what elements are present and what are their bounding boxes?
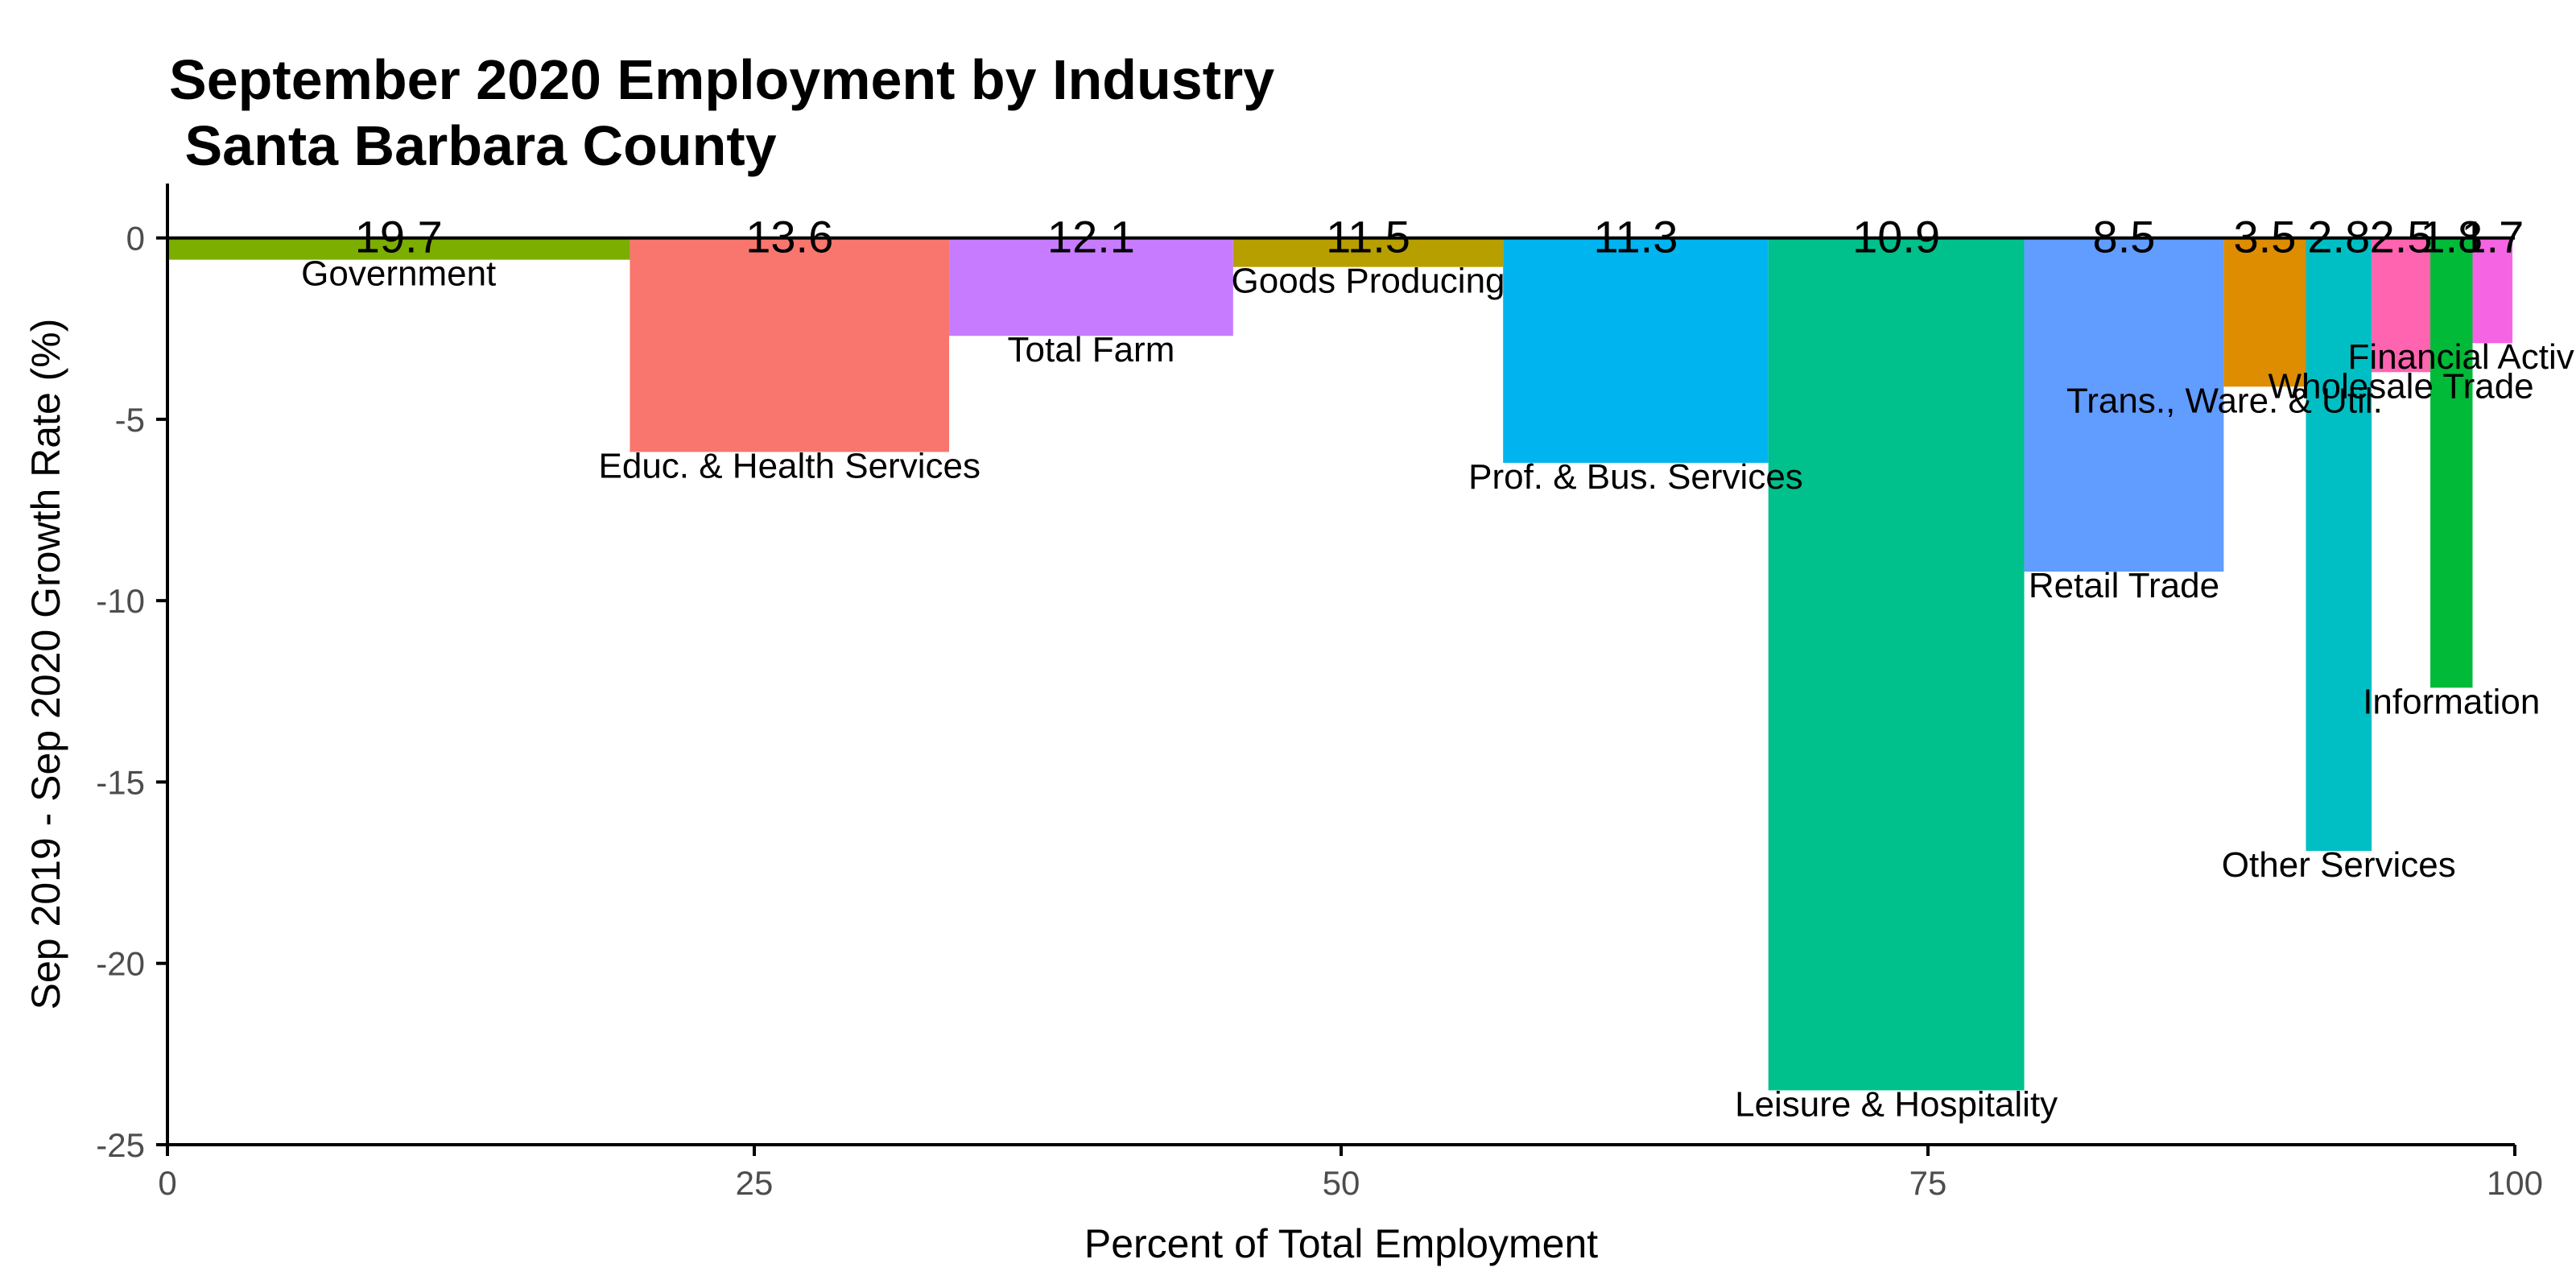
category-label-leisure-hospitality: Leisure & Hospitality (1735, 1084, 2058, 1124)
bar-financial-activities (2472, 237, 2513, 344)
bar-leisure-hospitality (1768, 237, 2025, 1091)
chart-title: September 2020 Employment by Industry Sa… (169, 47, 1274, 179)
y-tick-label: -15 (96, 763, 145, 801)
category-label-total-farm: Total Farm (1008, 330, 1175, 369)
category-label-prof-bus-services: Prof. & Bus. Services (1468, 457, 1803, 497)
y-tick-label: -5 (115, 401, 145, 439)
x-axis-title: Percent of Total Employment (1084, 1221, 1598, 1266)
y-tick-label: -10 (96, 582, 145, 620)
bar-trans-ware-util (2223, 237, 2306, 387)
bar-retail-trade (2024, 237, 2224, 572)
width-label-other-services: 2.8 (2307, 212, 2370, 262)
x-tick-label: 0 (158, 1164, 176, 1202)
x-tick-label: 75 (1909, 1164, 1947, 1202)
category-label-educ-health-services: Educ. & Health Services (599, 446, 980, 485)
category-label-other-services: Other Services (2222, 845, 2456, 885)
width-label-information: 1.8 (2420, 212, 2483, 262)
category-label-government: Government (301, 254, 496, 294)
y-tick-label: -20 (96, 945, 145, 983)
category-label-financial-activities: Financial Activities (2348, 337, 2576, 377)
chart-title-line-2: Santa Barbara County (169, 114, 777, 177)
category-label-retail-trade: Retail Trade (2029, 566, 2219, 605)
width-label-educ-health-services: 13.6 (745, 212, 833, 262)
bar-government (167, 237, 630, 260)
y-tick-label: 0 (126, 220, 145, 258)
width-label-prof-bus-services: 11.3 (1594, 212, 1678, 262)
width-label-retail-trade: 8.5 (2093, 212, 2156, 262)
category-label-wholesale-trade: Wholesale Trade (2268, 366, 2533, 406)
bar-total-farm (949, 237, 1233, 336)
category-label-goods-producing: Goods Producing (1232, 262, 1505, 301)
category-label-trans-ware-util: Trans., Ware. & Util. (2066, 381, 2383, 420)
y-tick-label: -25 (96, 1126, 145, 1164)
category-label-information: Information (2363, 682, 2540, 721)
bar-prof-bus-services (1503, 237, 1769, 463)
bar-other-services (2306, 237, 2372, 852)
x-tick-label: 25 (736, 1164, 774, 1202)
width-label-wholesale-trade: 2.5 (2370, 212, 2433, 262)
x-tick-label: 50 (1323, 1164, 1360, 1202)
x-tick-label: 100 (2487, 1164, 2543, 1202)
width-label-financial-activities: 1.7 (2461, 212, 2524, 262)
width-label-government: 19.7 (355, 212, 443, 262)
bar-goods-producing (1232, 237, 1504, 267)
y-axis-ticks: 0 -5 -10 -15 -20 -25 (96, 220, 167, 1164)
bar-wholesale-trade (2372, 237, 2431, 373)
bar-information (2430, 237, 2473, 688)
x-axis-ticks: 0 25 50 75 100 (158, 1145, 2543, 1202)
y-axis-title: Sep 2019 - Sep 2020 Growth Rate (%) (23, 319, 68, 1010)
width-label-total-farm: 12.1 (1047, 212, 1135, 262)
bars-layer (167, 237, 2513, 1091)
width-label-leisure-hospitality: 10.9 (1852, 212, 1940, 262)
chart-title-line-1: September 2020 Employment by Industry (169, 48, 1275, 111)
width-label-trans-ware-util: 3.5 (2234, 212, 2297, 262)
width-label-goods-producing: 11.5 (1326, 212, 1410, 262)
bar-educ-health-services (630, 237, 950, 452)
